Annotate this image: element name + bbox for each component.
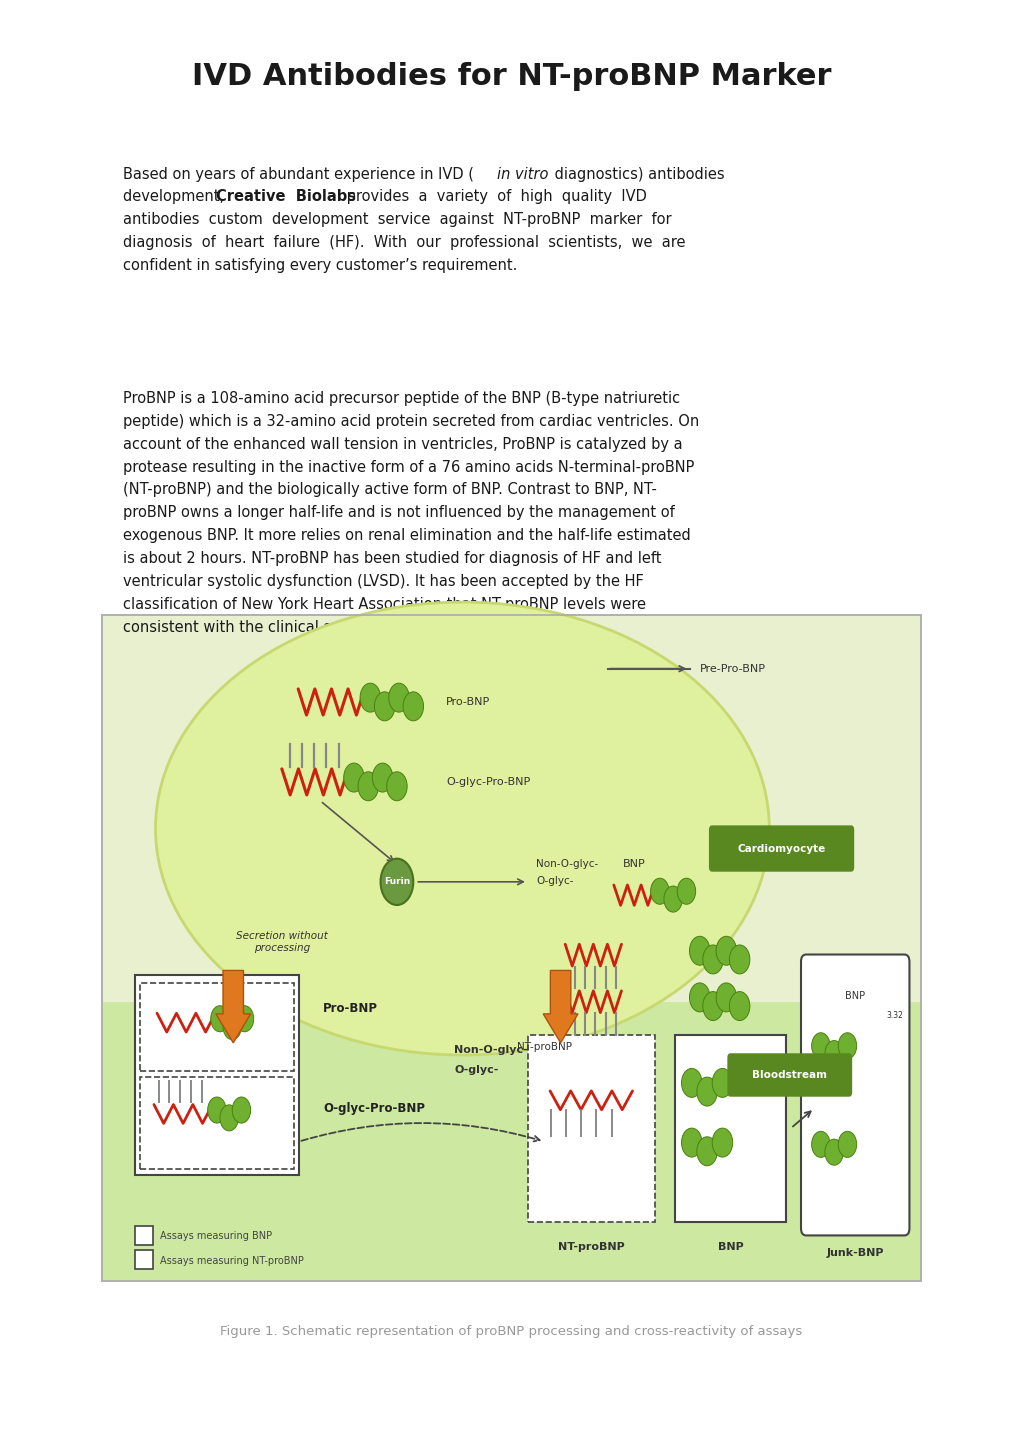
Circle shape [374, 692, 395, 721]
Text: O-glyc-Pro-BNP: O-glyc-Pro-BNP [446, 778, 530, 786]
Ellipse shape [155, 602, 769, 1056]
Circle shape [697, 1077, 717, 1106]
Text: confident in satisfying every customer’s requirement.: confident in satisfying every customer’s… [123, 258, 518, 274]
Text: peptide) which is a 32-amino acid protein secreted from cardiac ventricles. On: peptide) which is a 32-amino acid protei… [123, 414, 699, 429]
Text: BNP: BNP [623, 859, 646, 869]
Circle shape [360, 683, 381, 712]
Text: Secretion without
processing: Secretion without processing [236, 931, 328, 953]
Bar [135, 975, 299, 1174]
FancyBboxPatch shape [727, 1053, 852, 1096]
FancyBboxPatch shape [801, 954, 909, 1235]
Text: classification of New York Heart Association that NT-proBNP levels were: classification of New York Heart Associa… [123, 597, 646, 613]
Text: 3.32: 3.32 [887, 1011, 903, 1019]
FancyBboxPatch shape [140, 1077, 294, 1169]
FancyBboxPatch shape [675, 1035, 786, 1222]
Circle shape [372, 763, 393, 792]
Circle shape [838, 1131, 856, 1157]
Text: Creative  Biolabs: Creative Biolabs [216, 190, 356, 204]
Text: Bloodstream: Bloodstream [752, 1070, 828, 1080]
Text: O-glyc-: O-glyc- [454, 1066, 498, 1076]
Text: IVD Antibodies for NT-proBNP Marker: IVD Antibodies for NT-proBNP Marker [191, 62, 832, 91]
Circle shape [690, 937, 710, 966]
Circle shape [712, 1128, 732, 1157]
Circle shape [729, 946, 750, 975]
Text: Pro-BNP: Pro-BNP [446, 696, 490, 707]
Text: Based on years of abundant experience in IVD (: Based on years of abundant experience in… [123, 167, 474, 181]
Circle shape [811, 1032, 830, 1058]
Text: Cardiomyocyte: Cardiomyocyte [738, 844, 826, 853]
Circle shape [681, 1069, 702, 1098]
Circle shape [651, 877, 669, 904]
Circle shape [690, 983, 710, 1012]
Circle shape [703, 946, 723, 975]
Circle shape [716, 983, 737, 1012]
Text: provides  a  variety  of  high  quality  IVD: provides a variety of high quality IVD [342, 190, 647, 204]
Text: Pre-Pro-BNP: Pre-Pro-BNP [700, 663, 766, 673]
Text: Non-O-glyc-: Non-O-glyc- [454, 1045, 528, 1056]
Text: antibodies  custom  development  service  against  NT-proBNP  marker  for: antibodies custom development service ag… [123, 213, 671, 227]
Text: Junk-BNP: Junk-BNP [827, 1248, 884, 1258]
Text: Pro-BNP: Pro-BNP [323, 1002, 379, 1015]
Text: Assays measuring NT-proBNP: Assays measuring NT-proBNP [160, 1255, 304, 1266]
Circle shape [681, 1128, 702, 1157]
Bar [135, 1251, 153, 1270]
Text: (NT-proBNP) and the biologically active form of BNP. Contrast to BNP, NT-: (NT-proBNP) and the biologically active … [123, 482, 657, 498]
Circle shape [712, 1069, 732, 1098]
Circle shape [232, 1098, 251, 1124]
Circle shape [208, 1098, 226, 1124]
Circle shape [825, 1140, 843, 1166]
Circle shape [358, 772, 379, 801]
Bar [135, 1226, 153, 1245]
Text: Non-O-glyc-: Non-O-glyc- [536, 859, 598, 869]
Text: ProBNP is a 108-amino acid precursor peptide of the BNP (B-type natriuretic: ProBNP is a 108-amino acid precursor pep… [123, 391, 680, 405]
Circle shape [211, 1006, 229, 1032]
Circle shape [235, 1006, 254, 1032]
Circle shape [729, 992, 750, 1021]
Text: proBNP owns a longer half-life and is not influenced by the management of: proBNP owns a longer half-life and is no… [123, 505, 674, 520]
Circle shape [403, 692, 424, 721]
Text: NT-proBNP: NT-proBNP [517, 1041, 572, 1051]
FancyBboxPatch shape [528, 1035, 655, 1222]
Text: exogenous BNP. It more relies on renal elimination and the half-life estimated: exogenous BNP. It more relies on renal e… [123, 529, 691, 543]
Circle shape [664, 886, 682, 912]
Circle shape [825, 1041, 843, 1067]
Text: NT-proBNP: NT-proBNP [558, 1242, 625, 1253]
Text: O-glyc-Pro-BNP: O-glyc-Pro-BNP [323, 1102, 426, 1115]
Text: in vitro: in vitro [497, 167, 548, 181]
Text: O-glyc-: O-glyc- [536, 876, 574, 886]
FancyArrow shape [216, 970, 251, 1043]
Bar [102, 1002, 921, 1281]
Circle shape [697, 1137, 717, 1166]
Text: consistent with the clinical severity of the disease.: consistent with the clinical severity of… [123, 620, 495, 634]
Text: Figure 1. Schematic representation of proBNP processing and cross-reactivity of : Figure 1. Schematic representation of pr… [220, 1325, 803, 1338]
Text: diagnostics) antibodies: diagnostics) antibodies [550, 167, 725, 181]
Circle shape [344, 763, 364, 792]
Circle shape [677, 877, 696, 904]
Circle shape [838, 1032, 856, 1058]
Text: is about 2 hours. NT-proBNP has been studied for diagnosis of HF and left: is about 2 hours. NT-proBNP has been stu… [123, 552, 661, 566]
Text: BNP: BNP [717, 1242, 744, 1253]
FancyBboxPatch shape [140, 983, 294, 1072]
Text: account of the enhanced wall tension in ventricles, ProBNP is catalyzed by a: account of the enhanced wall tension in … [123, 437, 682, 452]
Circle shape [381, 859, 413, 905]
Text: Assays measuring BNP: Assays measuring BNP [160, 1231, 272, 1241]
Circle shape [387, 772, 407, 801]
Text: BNP: BNP [845, 992, 865, 1002]
Circle shape [716, 937, 737, 966]
Circle shape [220, 1105, 238, 1131]
Text: ventricular systolic dysfunction (LVSD). It has been accepted by the HF: ventricular systolic dysfunction (LVSD).… [123, 573, 643, 589]
FancyArrow shape [543, 970, 578, 1043]
Text: development,: development, [123, 190, 228, 204]
Text: Furin: Furin [384, 877, 410, 886]
Circle shape [223, 1014, 241, 1040]
Circle shape [811, 1131, 830, 1157]
Circle shape [703, 992, 723, 1021]
Text: diagnosis  of  heart  failure  (HF).  With  our  professional  scientists,  we  : diagnosis of heart failure (HF). With ou… [123, 235, 685, 251]
Circle shape [389, 683, 409, 712]
Text: protease resulting in the inactive form of a 76 amino acids N-terminal-proBNP: protease resulting in the inactive form … [123, 459, 695, 475]
FancyBboxPatch shape [102, 615, 921, 1281]
FancyBboxPatch shape [709, 825, 854, 872]
